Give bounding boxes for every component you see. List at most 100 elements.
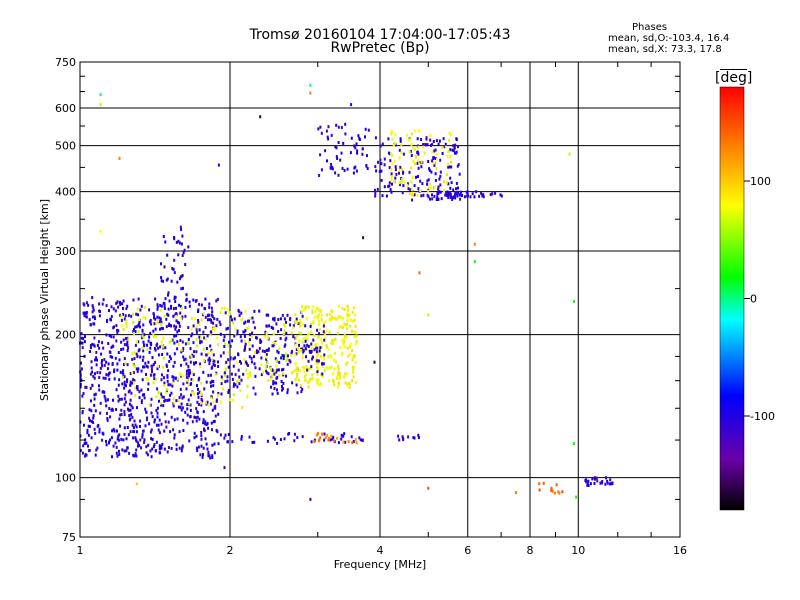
scatter-point [237,368,240,372]
scatter-point [178,371,181,375]
scatter-point [100,361,103,365]
scatter-point [203,347,206,351]
scatter-point [346,315,349,319]
scatter-point [189,371,192,375]
scatter-point [134,423,137,427]
scatter-point [81,341,84,345]
scatter-point [174,313,177,317]
scatter-point [344,381,347,385]
scatter-point [101,431,104,435]
scatter-point [441,152,444,155]
scatter-point [180,306,183,310]
scatter-point [123,317,126,321]
scatter-point [166,379,169,383]
scatter-point [82,444,85,448]
scatter-point [139,325,141,329]
scatter-point [390,152,393,155]
scatter-point [270,377,273,381]
scatter-point [167,313,170,317]
scatter-point [117,438,120,442]
scatter-point [135,482,138,486]
scatter-point [193,317,196,321]
scatter-point [318,313,321,317]
scatter-point [104,399,107,403]
scatter-point [138,396,141,400]
scatter-point [173,334,176,338]
scatter-point [270,373,273,377]
scatter-point [449,176,452,180]
scatter-point [212,363,215,366]
scatter-point [407,138,410,142]
scatter-point [137,367,140,371]
scatter-point [130,391,133,395]
scatter-point [211,315,214,319]
scatter-point [125,322,128,325]
scatter-point [282,332,285,336]
scatter-point [233,334,236,338]
scatter-point [113,429,116,433]
scatter-point [353,318,356,322]
scatter-point [123,449,126,453]
scatter-point [489,193,492,197]
scatter-point [132,453,135,457]
scatter-point [184,314,187,318]
scatter-point [200,337,202,341]
scatter-point [165,425,168,429]
scatter-point [172,364,175,368]
scatter-point [153,420,156,424]
scatter-point [206,334,209,338]
scatter-point [216,317,219,321]
scatter-point [187,383,190,387]
scatter-point [236,385,239,389]
scatter-point [273,369,276,373]
scatter-point [117,434,120,438]
scatter-point [332,435,335,439]
scatter-point [457,186,459,190]
scatter-point [342,440,345,444]
scatter-point [150,368,153,371]
scatter-point [98,430,101,434]
scatter-point [166,450,169,454]
scatter-point [286,388,289,392]
scatter-point [324,336,327,340]
scatter-point [454,191,457,195]
scatter-point [403,180,406,184]
scatter-point [112,398,114,402]
colorbar-tick-label: -100 [750,410,775,423]
scatter-point [446,193,448,197]
scatter-point [223,371,226,375]
scatter-point [586,483,589,487]
scatter-point [301,435,304,439]
scatter-point [310,330,312,334]
scatter-point [229,344,232,348]
scatter-point [308,380,311,384]
scatter-point [350,435,353,439]
scatter-point [85,301,88,305]
scatter-point [398,438,401,442]
scatter-point [80,367,83,371]
scatter-point [160,262,162,266]
scatter-point [231,377,234,381]
scatter-point [350,329,353,333]
scatter-point [344,122,347,126]
scatter-point [294,343,297,347]
scatter-point [434,172,437,176]
scatter-point [226,440,229,444]
scatter-point [219,400,222,404]
scatter-point [132,426,135,430]
scatter-point [338,374,341,378]
scatter-point [166,375,169,379]
scatter-point [131,371,134,375]
scatter-point [186,413,189,417]
scatter-point [117,329,120,333]
scatter-point [160,395,163,399]
scatter-point [394,176,397,180]
scatter-point [182,355,185,359]
scatter-point [243,358,246,362]
scatter-point [86,431,89,435]
chart-subtitle: RwPretec (Bp) [330,40,430,56]
scatter-point [126,380,128,384]
scatter-point [340,437,343,441]
scatter-point [215,299,218,303]
